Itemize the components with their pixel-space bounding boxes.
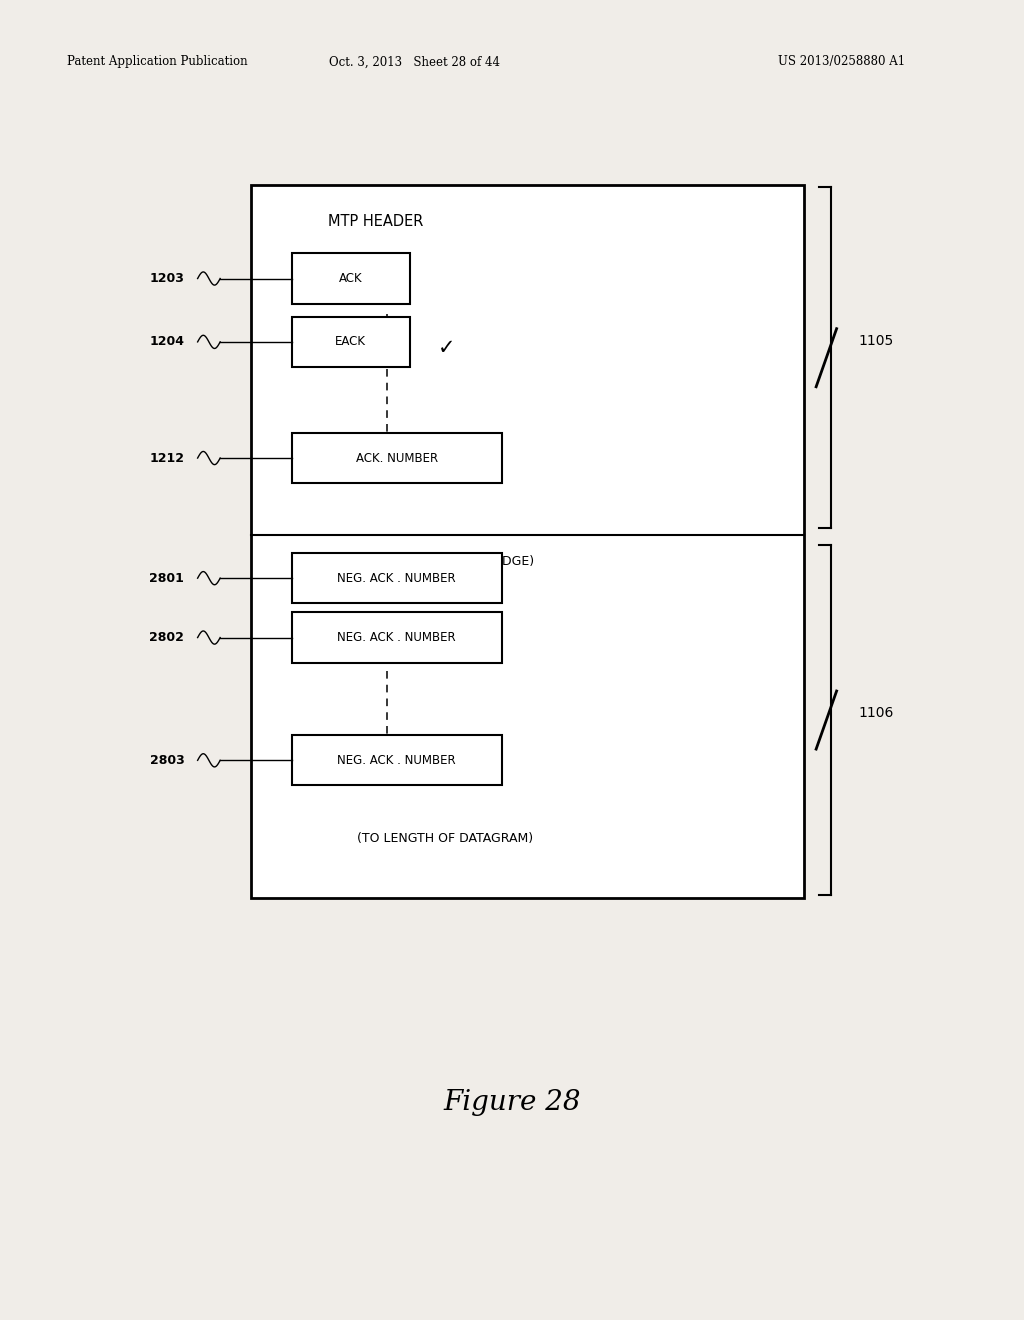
Text: ACK. NUMBER: ACK. NUMBER (355, 451, 438, 465)
Text: 1203: 1203 (150, 272, 184, 285)
Bar (251, 185, 804, 898)
Text: (TO LENGTH OF DATAGRAM): (TO LENGTH OF DATAGRAM) (357, 832, 534, 845)
Bar (292, 317, 410, 367)
Text: MTP HEADER: MTP HEADER (328, 214, 423, 230)
Bar (292, 735, 502, 785)
Bar (292, 553, 502, 603)
Bar (292, 433, 502, 483)
Text: ✓: ✓ (438, 338, 456, 359)
Text: DATA (EXTENDED ACKNOWLEDGE): DATA (EXTENDED ACKNOWLEDGE) (317, 554, 535, 568)
Text: EACK: EACK (335, 335, 367, 348)
Text: 2802: 2802 (150, 631, 184, 644)
Bar (292, 253, 410, 304)
Text: 1106: 1106 (858, 706, 894, 719)
Text: Patent Application Publication: Patent Application Publication (67, 55, 247, 69)
Text: ACK: ACK (339, 272, 362, 285)
Text: Oct. 3, 2013   Sheet 28 of 44: Oct. 3, 2013 Sheet 28 of 44 (330, 55, 500, 69)
Text: NEG. ACK . NUMBER: NEG. ACK . NUMBER (338, 754, 456, 767)
Text: 1204: 1204 (150, 335, 184, 348)
Text: NEG. ACK . NUMBER: NEG. ACK . NUMBER (338, 631, 456, 644)
Text: US 2013/0258880 A1: US 2013/0258880 A1 (778, 55, 905, 69)
Text: 1105: 1105 (858, 334, 893, 347)
Text: 1212: 1212 (150, 451, 184, 465)
Text: 2803: 2803 (150, 754, 184, 767)
Bar (292, 612, 502, 663)
Text: 2801: 2801 (150, 572, 184, 585)
Text: Figure 28: Figure 28 (443, 1089, 581, 1115)
Text: NEG. ACK . NUMBER: NEG. ACK . NUMBER (338, 572, 456, 585)
